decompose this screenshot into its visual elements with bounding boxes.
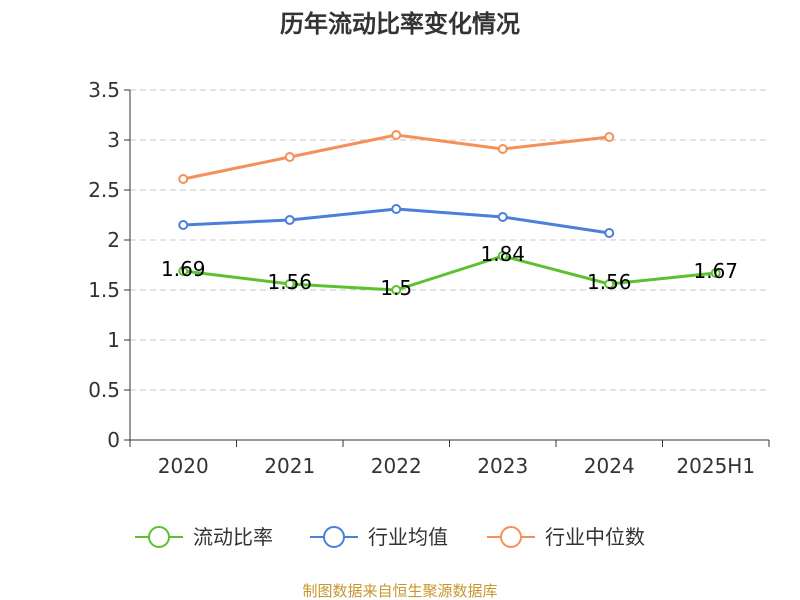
series-line-0: [183, 254, 716, 292]
legend-label: 行业中位数: [545, 525, 645, 549]
legend-label: 流动比率: [193, 525, 273, 549]
data-point[interactable]: [497, 251, 508, 261]
data-point[interactable]: [284, 279, 295, 289]
x-tick-label: 2023: [477, 454, 528, 478]
y-tick-label: 3: [107, 128, 120, 152]
data-point[interactable]: [178, 174, 189, 184]
data-point[interactable]: [604, 228, 615, 238]
data-labels: 1.69 1.56 1.5 1.84 1.56 1.67: [161, 242, 738, 300]
legend-item[interactable]: 行业均值: [310, 525, 448, 549]
y-tick-label: 3.5: [88, 78, 120, 102]
x-tick-label: 2021: [264, 454, 315, 478]
data-label: 1.69: [161, 257, 206, 281]
source-note: 制图数据来自恒生聚源数据库: [302, 582, 497, 600]
y-tick-label: 2: [107, 228, 120, 252]
legend-label: 行业均值: [368, 525, 448, 549]
data-point[interactable]: [497, 144, 508, 154]
x-tick-label: 2025H1: [676, 454, 755, 478]
y-tick-label: 2.5: [88, 178, 120, 202]
data-label: 1.84: [480, 242, 525, 266]
axes: 0 0.5 1 1.5 2 2.5 3 3.5 2020 2021 2022 2023 2024 2025…: [88, 78, 770, 478]
legend[interactable]: 流动比率 行业均值 行业中位数: [135, 525, 645, 549]
data-point[interactable]: [178, 220, 189, 230]
x-tick-label: 2024: [584, 454, 635, 478]
series-line-2: [182, 133, 610, 181]
x-tick-label: 2020: [158, 454, 209, 478]
legend-item[interactable]: 行业中位数: [487, 525, 645, 549]
data-point[interactable]: [178, 266, 189, 276]
y-tick-label: 0.5: [88, 378, 120, 402]
data-point[interactable]: [391, 130, 402, 140]
legend-marker: [500, 526, 522, 548]
legend-item[interactable]: 流动比率: [135, 525, 273, 549]
legend-marker: [323, 526, 345, 548]
y-tick-label: 1.5: [88, 278, 120, 302]
y-tick-label: 1: [107, 328, 120, 352]
data-point[interactable]: [497, 212, 508, 222]
data-point[interactable]: [284, 215, 295, 225]
data-label: 1.56: [587, 270, 632, 294]
data-point[interactable]: [391, 285, 402, 295]
data-label: 1.5: [380, 276, 412, 300]
y-tick-label: 0: [107, 428, 120, 452]
x-tick-label: 2022: [371, 454, 422, 478]
chart-title: 历年流动比率变化情况: [280, 10, 520, 38]
data-point[interactable]: [604, 279, 615, 289]
data-label: 1.56: [267, 270, 312, 294]
series-lines: [178, 130, 721, 295]
data-point[interactable]: [284, 152, 295, 162]
legend-marker: [148, 526, 170, 548]
data-label: 1.67: [693, 259, 738, 283]
data-point[interactable]: [604, 132, 615, 142]
data-point[interactable]: [391, 204, 402, 214]
grid-lines: [130, 89, 769, 391]
data-point[interactable]: [710, 268, 721, 278]
